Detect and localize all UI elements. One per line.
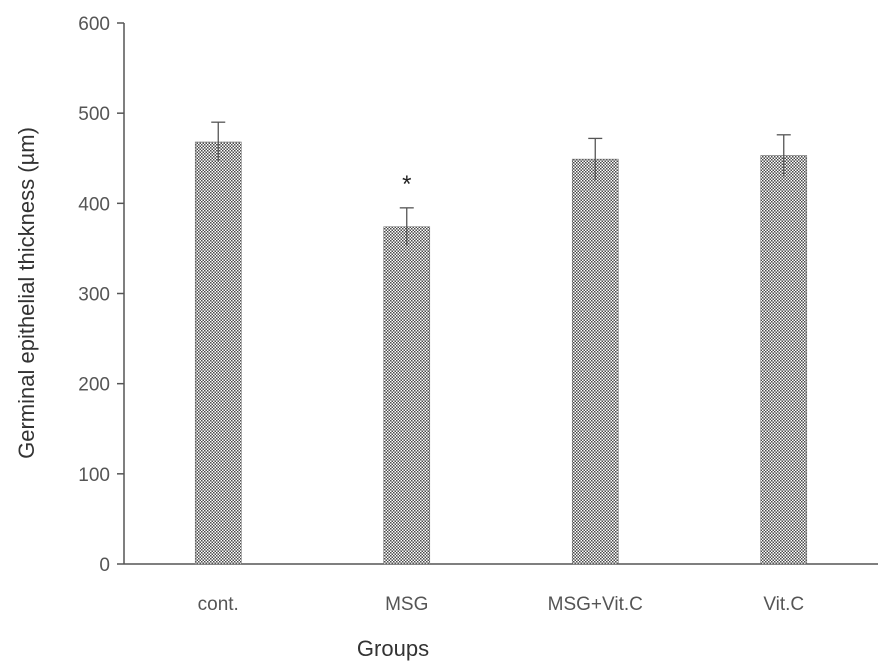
y-tick-label: 600 xyxy=(78,14,110,35)
x-tick-label: MSG xyxy=(385,594,428,615)
x-tick-label: cont. xyxy=(198,594,239,615)
y-tick-label: 400 xyxy=(78,194,110,215)
x-axis-title: Groups xyxy=(357,636,429,661)
y-tick-label: 200 xyxy=(78,375,110,396)
bar-msg xyxy=(383,226,431,565)
y-tick-label: 500 xyxy=(78,104,110,125)
bar-vit-c xyxy=(760,155,808,565)
y-axis-title: Germinal epithelial thickness (µm) xyxy=(14,127,39,459)
significance-marker: * xyxy=(402,171,411,198)
bar-cont xyxy=(194,141,242,565)
x-tick-label: Vit.C xyxy=(763,594,804,615)
bar-msg-vit-c xyxy=(571,158,619,565)
y-tick-label: 0 xyxy=(99,555,110,576)
y-tick-label: 300 xyxy=(78,285,110,306)
y-tick-label: 100 xyxy=(78,465,110,486)
y-axis: 0 100 200 300 400 500 600 xyxy=(78,14,125,576)
x-tick-label: MSG+Vit.C xyxy=(548,594,643,615)
bars: cont. MSG * MSG+Vit.C Vit.C xyxy=(194,121,808,615)
